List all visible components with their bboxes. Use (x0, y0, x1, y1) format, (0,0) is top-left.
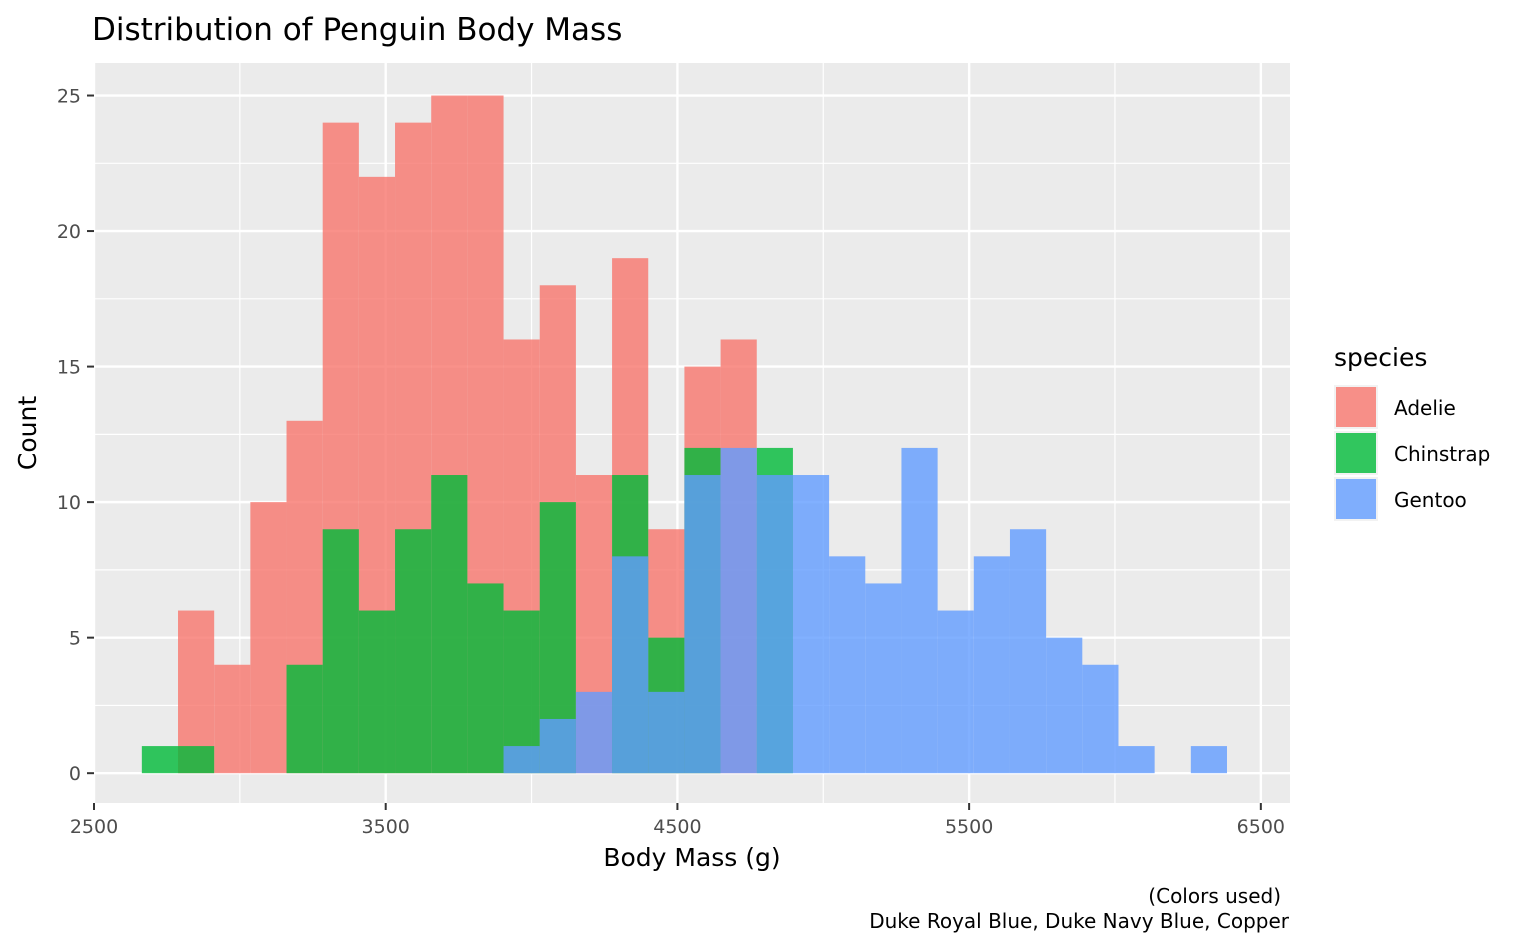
bar-gentoo (503, 746, 540, 774)
bar-gentoo (575, 691, 613, 774)
bar-gentoo (1009, 529, 1047, 774)
chart-title: Distribution of Penguin Body Mass (92, 12, 622, 48)
legend-swatch-adelie (1336, 387, 1376, 427)
bar-gentoo (612, 556, 649, 774)
y-tick-label: 25 (57, 86, 81, 108)
bar-chinstrap (467, 583, 504, 774)
bar-gentoo (684, 475, 721, 774)
bar-chinstrap (395, 529, 432, 774)
bar-chinstrap (431, 475, 468, 774)
bar-gentoo (865, 583, 902, 774)
y-tick-label: 20 (57, 221, 81, 243)
legend: species Adelie Chinstrap Gentoo (1334, 343, 1490, 521)
bar-chinstrap (141, 746, 179, 774)
bar-gentoo (648, 691, 685, 774)
x-tick-label: 3500 (362, 816, 410, 838)
bar-chinstrap (358, 610, 396, 774)
x-tick-label: 4500 (653, 816, 701, 838)
bar-gentoo (1190, 746, 1227, 774)
caption-line-2: Duke Royal Blue, Duke Navy Blue, Copper (869, 909, 1290, 933)
histogram-bars (141, 95, 1227, 774)
y-axis-title: Count (13, 396, 42, 470)
legend-items: Adelie Chinstrap Gentoo (1334, 385, 1490, 521)
legend-swatch-gentoo (1336, 479, 1376, 519)
bar-gentoo (973, 556, 1010, 774)
bar-gentoo (1082, 664, 1119, 774)
legend-swatch-chinstrap (1336, 433, 1376, 473)
bar-gentoo (937, 610, 974, 774)
caption-line-1: (Colors used) (1148, 884, 1281, 908)
bar-chinstrap (178, 746, 215, 774)
bar-chinstrap (322, 529, 359, 774)
y-axis: 0 5 10 15 20 25 (57, 86, 94, 785)
legend-label-adelie: Adelie (1394, 396, 1456, 420)
bar-gentoo (829, 556, 866, 774)
bar-gentoo (901, 447, 938, 774)
y-tick-label: 0 (69, 763, 81, 785)
bar-gentoo (539, 718, 576, 774)
x-tick-label: 6500 (1237, 816, 1285, 838)
x-axis: 2500 3500 4500 5500 6500 (70, 803, 1285, 838)
y-tick-label: 5 (69, 628, 81, 650)
y-tick-label: 15 (57, 357, 81, 379)
x-axis-title: Body Mass (g) (603, 843, 780, 872)
bar-adelie (214, 664, 251, 774)
bar-gentoo (756, 475, 793, 774)
bar-adelie (250, 502, 287, 774)
bar-gentoo (1118, 746, 1155, 774)
x-tick-label: 5500 (945, 816, 993, 838)
legend-label-chinstrap: Chinstrap (1394, 442, 1490, 466)
bar-gentoo (720, 447, 757, 774)
legend-title: species (1334, 343, 1427, 372)
legend-label-gentoo: Gentoo (1394, 488, 1467, 512)
bar-gentoo (1046, 637, 1083, 774)
y-tick-label: 10 (57, 492, 81, 514)
bar-chinstrap (286, 664, 323, 774)
bar-gentoo (792, 475, 830, 774)
x-tick-label: 2500 (70, 816, 118, 838)
